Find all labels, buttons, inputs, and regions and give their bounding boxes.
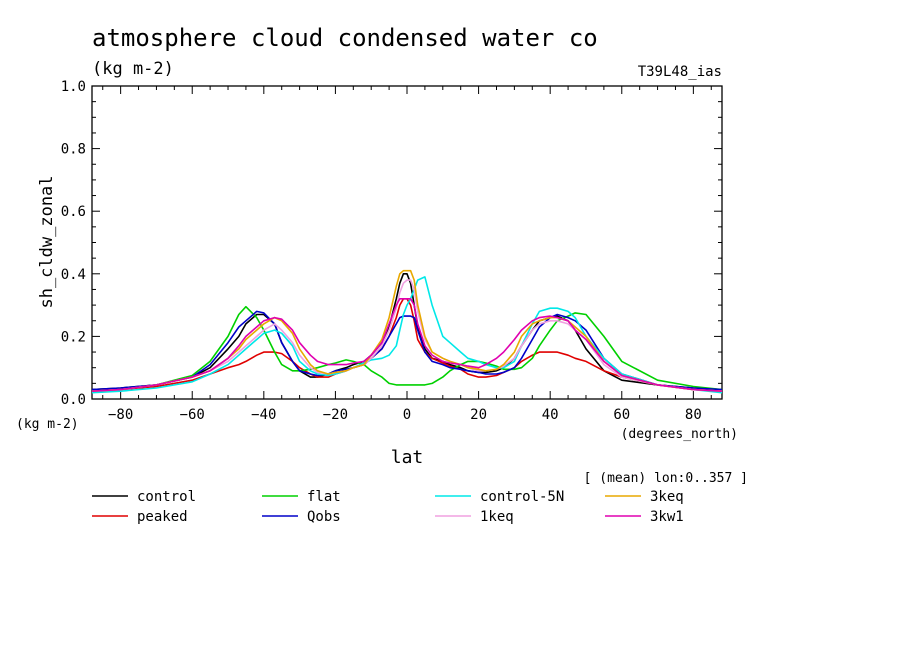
y-tick-label: 0.6	[61, 204, 86, 220]
x-tick-label: 20	[470, 407, 487, 423]
x-tick-labels: −80 −60 −40 −20 0 20 40 60 80	[108, 407, 702, 423]
series-line-3keq	[92, 269, 722, 392]
y-tick-label: 0.8	[61, 142, 86, 158]
x-tick-label: 40	[542, 407, 559, 423]
legend-label: flat	[307, 489, 341, 505]
y-tick-label: 1.0	[61, 79, 86, 95]
legend-label: 1keq	[480, 509, 514, 525]
legend-item: peaked	[92, 509, 188, 525]
series-line-control	[92, 272, 722, 391]
x-axis-units: (degrees_north)	[621, 427, 738, 442]
legend-label: 3keq	[650, 489, 684, 505]
legend: control peaked flat Qobs control-5N 1keq 3keq 3…	[92, 489, 684, 525]
averaging-note: [ (mean) lon:0..357 ]	[584, 471, 748, 486]
legend-item: flat	[262, 489, 341, 505]
legend-item: Qobs	[262, 509, 341, 525]
legend-item: control-5N	[435, 489, 564, 505]
chart-subtitle: (kg m-2)	[92, 59, 174, 79]
legend-label: Qobs	[307, 509, 341, 525]
y-tick-labels: 0.0 0.2 0.4 0.6 0.8 1.0	[61, 79, 86, 408]
chart-title: atmosphere cloud condensed water co	[92, 24, 598, 52]
run-label: T39L48_ias	[638, 64, 722, 80]
legend-item: 3keq	[605, 489, 684, 505]
plot-frame	[91, 85, 723, 400]
legend-item: 3kw1	[605, 509, 684, 525]
y-tick-label: 0.0	[61, 392, 86, 408]
x-axis-label: lat	[391, 447, 424, 468]
series-layer	[92, 269, 722, 394]
legend-label: 3kw1	[650, 509, 684, 525]
y-tick-label: 0.2	[61, 329, 86, 345]
legend-item: 1keq	[435, 509, 514, 525]
legend-item: control	[92, 489, 196, 505]
x-tick-label: −40	[251, 407, 276, 423]
legend-label: control	[137, 489, 196, 505]
y-tick-label: 0.4	[61, 267, 86, 283]
x-tick-label: −60	[180, 407, 205, 423]
y-axis-units: (kg m-2)	[16, 417, 79, 432]
x-tick-label: −80	[108, 407, 133, 423]
x-tick-label: 80	[685, 407, 702, 423]
x-tick-label: 0	[403, 407, 411, 423]
series-line-1keq	[92, 279, 722, 392]
x-tick-label: −20	[323, 407, 348, 423]
legend-label: control-5N	[480, 489, 564, 505]
y-axis-label: sh_cldw_zonal	[37, 175, 57, 308]
legend-label: peaked	[137, 509, 188, 525]
axis-ticks	[92, 85, 722, 400]
series-line-control-5n	[92, 276, 722, 394]
x-tick-label: 60	[613, 407, 630, 423]
series-line-3kw1	[92, 297, 722, 392]
